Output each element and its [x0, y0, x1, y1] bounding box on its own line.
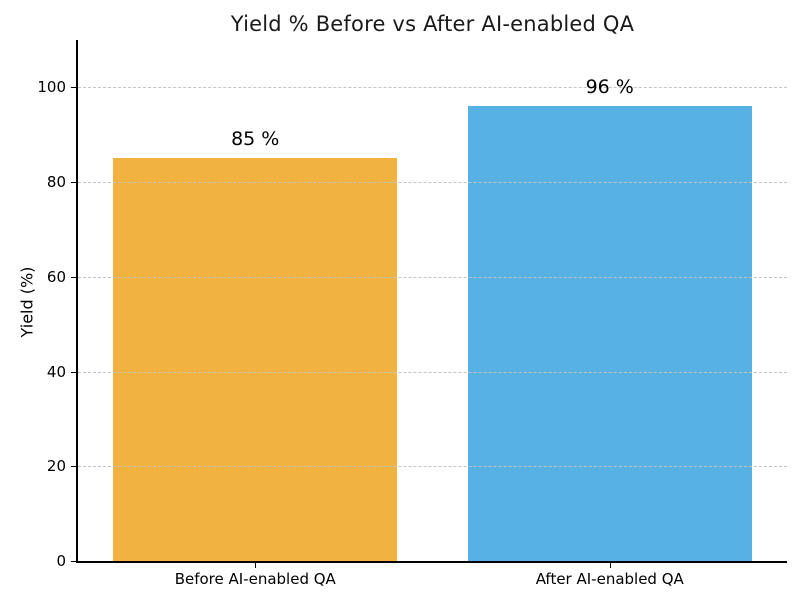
- y-tick-label: 0: [56, 552, 66, 570]
- y-tick-mark: [71, 561, 78, 562]
- bar-before: [113, 158, 398, 561]
- y-tick-label: 80: [46, 173, 66, 192]
- bar-after: [467, 106, 752, 561]
- x-tick-label: Before AI-enabled QA: [174, 570, 336, 588]
- y-tick-label: 100: [37, 78, 66, 97]
- x-tick-mark: [609, 561, 611, 568]
- y-axis-label: Yield (%): [17, 266, 37, 338]
- y-tick-mark: [71, 466, 78, 468]
- y-tick-mark: [71, 182, 78, 184]
- gridline: [78, 371, 787, 373]
- y-tick-label: 60: [46, 267, 66, 286]
- gridline: [78, 276, 787, 278]
- plot-area: 0 20 40 60 80 100 85 % Before AI-enabled QA 96 %…: [37, 40, 787, 588]
- bar-value-label: 85 %: [231, 128, 280, 151]
- x-tick-mark: [255, 561, 257, 568]
- gridline: [78, 87, 787, 89]
- chart-title: Yield % Before vs After AI-enabled QA: [230, 12, 635, 36]
- y-tick-mark: [71, 87, 78, 89]
- y-tick-mark: [71, 276, 78, 278]
- y-tick-label: 40: [46, 362, 66, 381]
- y-tick-label: 20: [46, 457, 66, 476]
- x-tick-label: After AI-enabled QA: [535, 570, 684, 588]
- y-tick-mark: [71, 371, 78, 373]
- bar-value-label: 96 %: [585, 76, 634, 99]
- gridline: [78, 182, 787, 184]
- gridline: [78, 466, 787, 468]
